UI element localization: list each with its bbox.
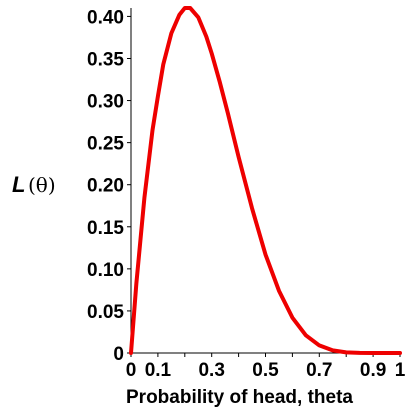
y-axis-title-main: L (12, 172, 25, 197)
y-tick-label: 0.40 (87, 7, 124, 28)
y-tick-label: 0.05 (87, 302, 124, 323)
y-tick-label: 0.20 (87, 176, 124, 197)
y-tick-label: 0.30 (87, 92, 124, 113)
y-tick-label: 0.15 (87, 218, 124, 239)
x-tick-label: 0.7 (306, 360, 332, 381)
y-tick-label: 0.10 (87, 260, 124, 281)
x-tick-label: 1 (395, 360, 406, 381)
x-tick-label: 0 (126, 360, 137, 381)
series-line (129, 6, 402, 355)
x-tick-label: 0.1 (145, 360, 172, 381)
x-tick-label: 0.3 (198, 360, 224, 381)
y-axis-title-argument: (θ) (28, 173, 56, 197)
x-tick-label: 0.9 (360, 360, 386, 381)
x-tick-label: 0.5 (252, 360, 279, 381)
y-tick-label: 0.25 (87, 134, 124, 155)
y-tick-label: 0.35 (87, 49, 124, 70)
y-axis-title: L (θ) (12, 172, 56, 197)
y-tick-label: 0 (113, 344, 124, 365)
x-axis-title: Probability of head, theta (126, 387, 353, 408)
